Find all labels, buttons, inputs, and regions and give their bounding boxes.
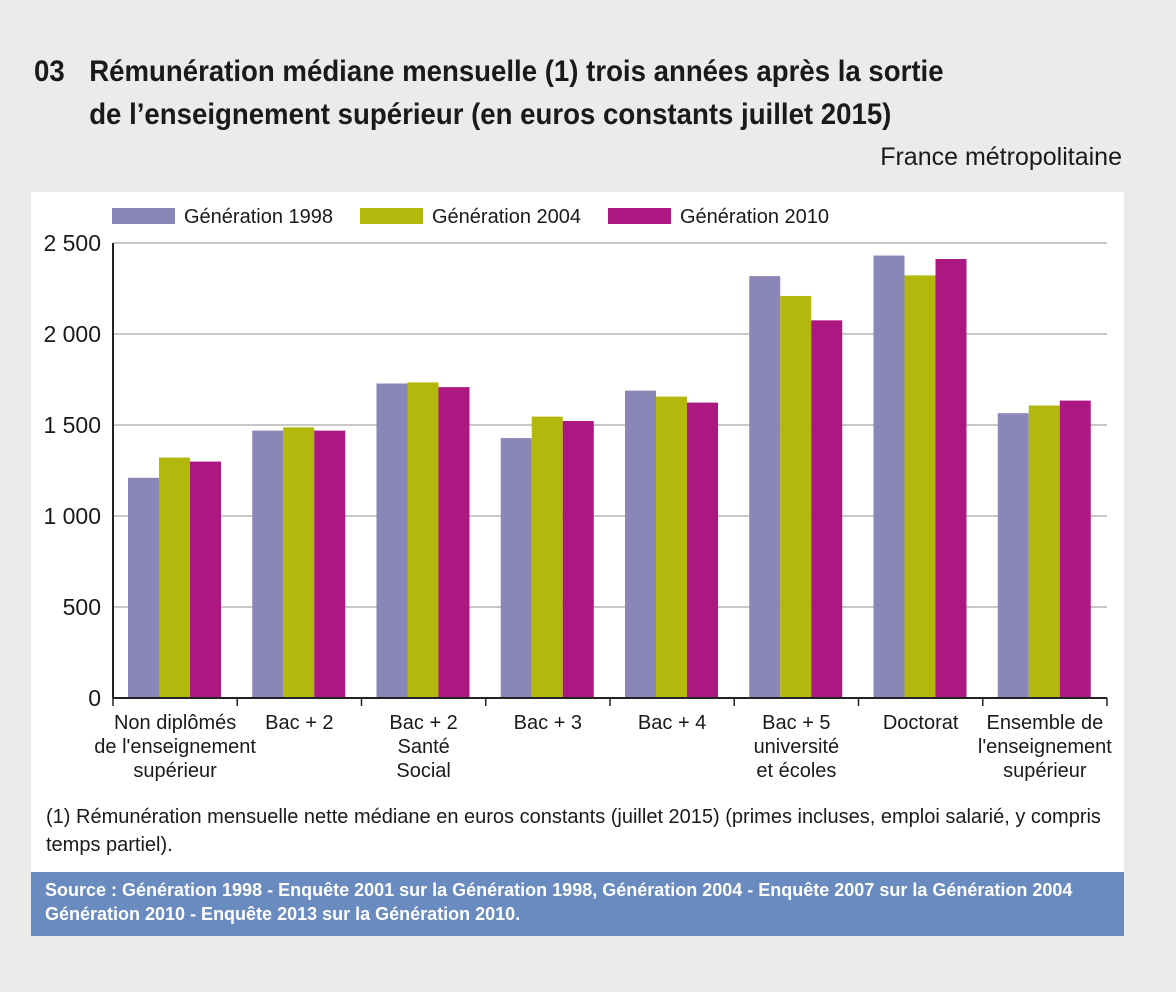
y-tick-label: 2 000	[43, 321, 101, 347]
x-tick-label: Non diplômés	[114, 712, 236, 734]
y-tick-label: 1 000	[43, 503, 101, 529]
bar-génération-2010	[935, 259, 967, 698]
y-tick-label: 1 500	[43, 412, 101, 438]
bar-génération-2004	[780, 295, 812, 698]
bar-génération-1998	[873, 255, 905, 699]
y-tick-label: 0	[88, 685, 101, 711]
bar-génération-2010	[438, 387, 470, 698]
bar-génération-2004	[904, 275, 936, 698]
bar-génération-2010	[687, 402, 718, 698]
x-tick-label: Ensemble de	[987, 712, 1104, 734]
bar-génération-1998	[128, 477, 159, 698]
x-tick-label: de l'enseignement	[94, 736, 256, 758]
x-tick-label: Bac + 5	[762, 712, 830, 734]
legend-swatch	[360, 208, 423, 224]
bar-génération-2010	[1059, 400, 1091, 698]
legend-swatch	[608, 208, 671, 224]
bar-génération-1998	[252, 430, 284, 698]
bar-génération-1998	[625, 390, 656, 698]
title-line-2: de l’enseignement supérieur (en euros co…	[89, 98, 892, 131]
bar-génération-2004	[283, 427, 315, 698]
bar-génération-2010	[562, 420, 594, 698]
bar-génération-2004	[531, 416, 563, 698]
bar-génération-2010	[811, 320, 843, 698]
chart-subtitle: France métropolitaine	[880, 143, 1122, 171]
bar-génération-2010	[314, 430, 346, 698]
bar-génération-1998	[997, 413, 1029, 698]
legend-label: Génération 1998	[184, 206, 333, 228]
title-line-1: Rémunération médiane mensuelle (1) trois…	[89, 55, 944, 88]
legend-label: Génération 2004	[432, 206, 581, 228]
x-tick-label: et écoles	[756, 760, 836, 782]
x-tick-label: Bac + 2	[265, 712, 333, 734]
bar-génération-2010	[190, 461, 221, 698]
x-tick-label: Doctorat	[883, 712, 959, 734]
bar-génération-2004	[1028, 405, 1060, 698]
bar-génération-1998	[376, 383, 408, 698]
x-tick-label: université	[754, 736, 840, 758]
source-line-1: Source : Génération 1998 - Enquête 2001 …	[45, 880, 1073, 900]
bar-génération-2004	[159, 457, 190, 698]
x-tick-label: supérieur	[133, 760, 217, 782]
x-tick-label: Santé	[397, 736, 449, 758]
source-box: Source : Génération 1998 - Enquête 2001 …	[31, 872, 1124, 936]
x-tick-label: Bac + 2	[389, 712, 457, 734]
x-tick-label: Social	[396, 760, 450, 782]
bar-génération-2004	[656, 396, 687, 698]
bar-chart: 0 500 1 000 1 500 2 000 2 500 Génération 1998 G…	[43, 206, 1112, 782]
legend-label: Génération 2010	[680, 206, 829, 228]
bar-génération-1998	[500, 438, 532, 698]
y-tick-label: 500	[63, 594, 101, 620]
x-tick-label: l'enseignement	[978, 736, 1112, 758]
footnote: (1) Rémunération mensuelle nette médiane…	[46, 806, 1101, 856]
figure-number: 03	[34, 55, 65, 88]
legend-swatch	[112, 208, 175, 224]
y-tick-label: 2 500	[43, 230, 101, 256]
x-tick-label: Bac + 4	[638, 712, 706, 734]
x-tick-label: supérieur	[1003, 760, 1087, 782]
x-tick-label: Bac + 3	[514, 712, 582, 734]
source-line-2: Génération 2010 - Enquête 2013 sur la Gé…	[45, 904, 521, 924]
bar-génération-1998	[749, 276, 781, 698]
bar-génération-2004	[407, 382, 439, 698]
